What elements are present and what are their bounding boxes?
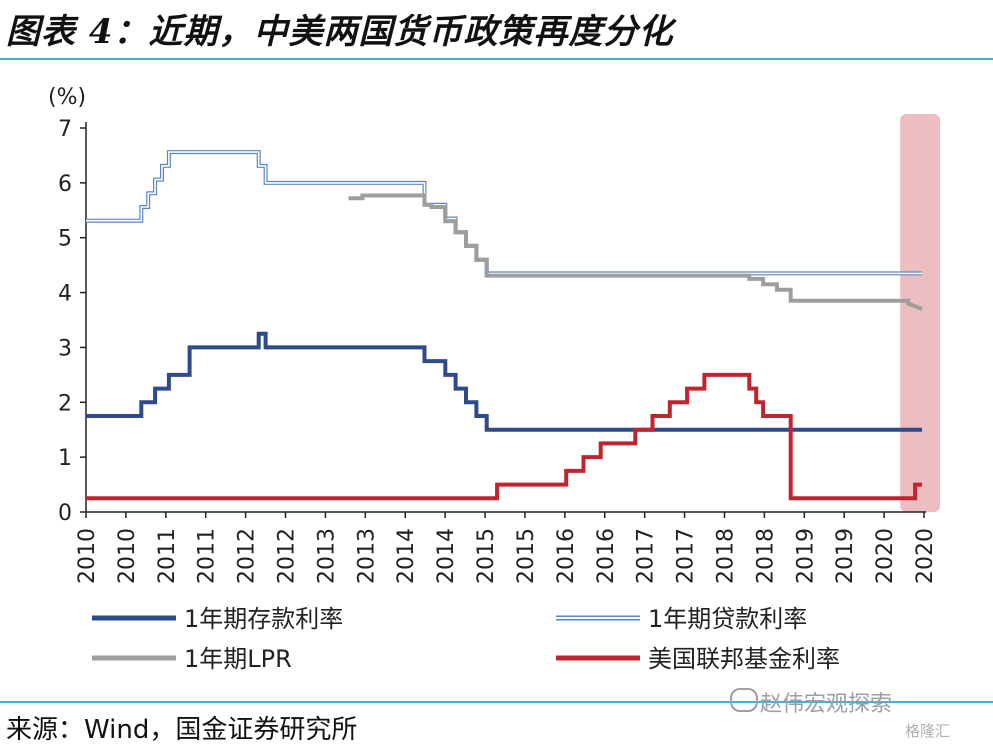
y-tick-label: 4 (58, 282, 72, 307)
watermark-text: 赵伟宏观探索 (760, 692, 893, 717)
top-divider (0, 58, 993, 60)
x-tick-label: 2020 (913, 528, 938, 584)
x-tick-label: 2015 (474, 528, 499, 584)
y-tick-label: 7 (58, 117, 72, 142)
chart-canvas: 0 1 2 3 4 5 6 7 (%) 2010 2010 2011 2011 2012 2012 2013 2… (48, 85, 940, 673)
series-line-0 (86, 331, 922, 432)
y-tick-label: 1 (58, 446, 72, 471)
series-line-1 (86, 150, 922, 276)
highlight-band (900, 114, 940, 512)
y-tick-label: 3 (58, 336, 72, 361)
x-tick-label: 2010 (75, 528, 100, 584)
watermark-logo-text: 格隆汇 (905, 722, 951, 740)
x-tick-label: 2017 (634, 528, 659, 584)
x-tick-label: 2020 (873, 528, 898, 584)
x-tick-label: 2018 (753, 528, 778, 584)
x-tick-label: 2012 (235, 528, 260, 584)
y-tick-label: 0 (58, 501, 72, 526)
bottom-divider (0, 701, 993, 703)
x-tick-label: 2014 (434, 528, 459, 584)
x-tick-label: 2015 (514, 528, 539, 584)
x-tick-label: 2013 (354, 528, 379, 584)
y-axis-label: (%) (48, 85, 86, 110)
x-tick-label: 2017 (674, 528, 699, 584)
source-note: 来源：Wind，国金证券研究所 (6, 715, 358, 745)
x-tick-label: 2010 (115, 528, 140, 584)
x-tick-label: 2012 (275, 528, 300, 584)
x-tick-label: 2016 (594, 528, 619, 584)
x-tick-label: 2016 (554, 528, 579, 584)
legend-label: 美国联邦基金利率 (648, 645, 840, 673)
legend-label: 1年期贷款利率 (648, 605, 807, 633)
y-tick-label: 6 (58, 172, 72, 197)
series-line-2 (348, 193, 923, 311)
x-tick-label: 2014 (394, 528, 419, 584)
wechat-icon (730, 688, 758, 712)
legend-label: 1年期LPR (184, 645, 292, 673)
x-tick-label: 2019 (793, 528, 818, 584)
series-line-3 (86, 372, 922, 501)
legend-label: 1年期存款利率 (184, 605, 343, 633)
x-tick-label: 2013 (314, 528, 339, 584)
chart-title: 图表 4：近期，中美两国货币政策再度分化 (6, 12, 674, 52)
x-tick-label: 2011 (195, 528, 220, 584)
y-tick-label: 2 (58, 391, 72, 416)
x-tick-label: 2018 (713, 528, 738, 584)
series-line-1-inner (86, 151, 922, 275)
x-tick-label: 2019 (833, 528, 858, 584)
x-tick-label: 2011 (155, 528, 180, 584)
y-tick-label: 5 (58, 227, 72, 252)
